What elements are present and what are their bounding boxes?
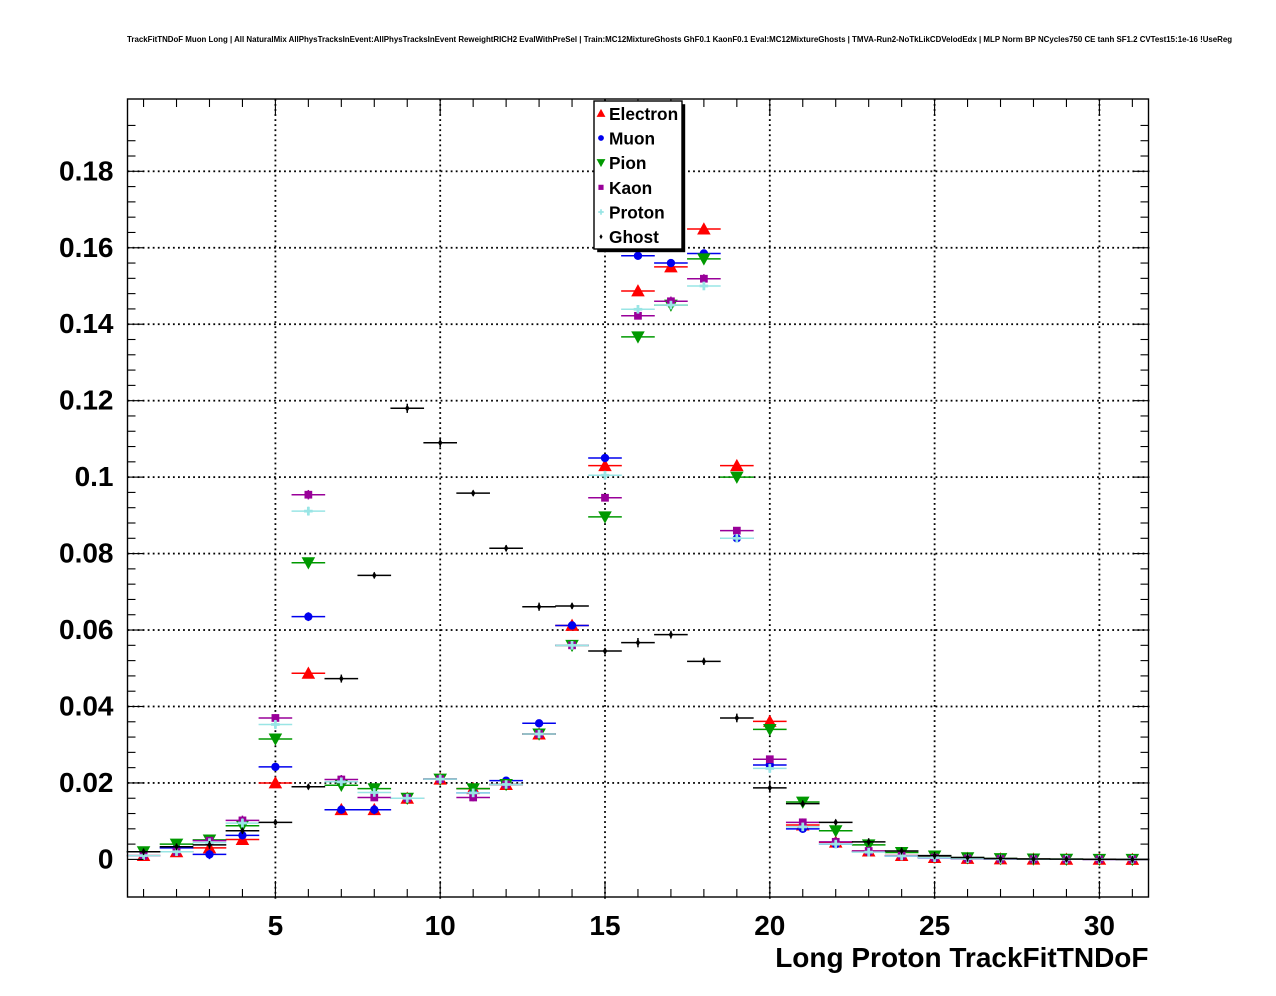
svg-text:15: 15	[589, 910, 620, 941]
svg-text:0.08: 0.08	[59, 538, 114, 569]
svg-text:25: 25	[919, 910, 950, 941]
svg-text:5: 5	[268, 910, 284, 941]
svg-text:Proton: Proton	[609, 203, 665, 223]
svg-text:0.1: 0.1	[75, 461, 114, 492]
svg-text:Pion: Pion	[609, 153, 646, 173]
svg-text:0.18: 0.18	[59, 155, 114, 186]
svg-text:30: 30	[1084, 910, 1115, 941]
svg-text:Kaon: Kaon	[609, 178, 652, 198]
svg-text:10: 10	[425, 910, 456, 941]
svg-text:0.04: 0.04	[59, 690, 114, 721]
svg-text:Long Proton TrackFitTNDoF: Long Proton TrackFitTNDoF	[775, 942, 1148, 973]
svg-text:TrackFitTNDoF Muon Long | All: TrackFitTNDoF Muon Long | All NaturalMix…	[127, 35, 1232, 44]
svg-text:0.16: 0.16	[59, 232, 114, 263]
svg-text:Muon: Muon	[609, 129, 655, 149]
svg-text:0.14: 0.14	[59, 308, 114, 339]
svg-text:0.12: 0.12	[59, 385, 114, 416]
svg-text:0.02: 0.02	[59, 767, 114, 798]
svg-text:0.06: 0.06	[59, 614, 114, 645]
svg-text:0: 0	[98, 843, 114, 874]
svg-text:Electron: Electron	[609, 104, 678, 124]
svg-text:Ghost: Ghost	[609, 227, 659, 247]
svg-text:20: 20	[754, 910, 785, 941]
